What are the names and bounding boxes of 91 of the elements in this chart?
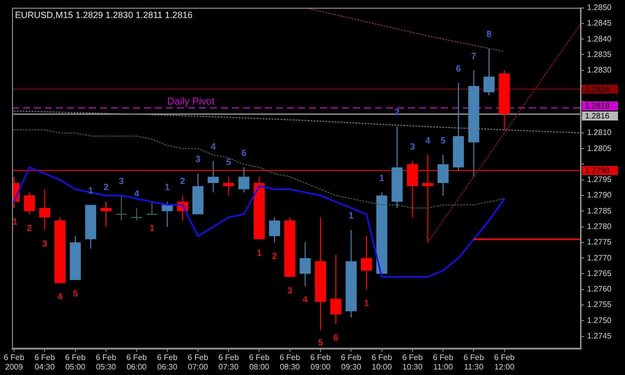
ref-line-label: 1.2798 xyxy=(585,166,610,176)
x-tick-label: 6 Feb 09:30 xyxy=(340,352,362,372)
line-series xyxy=(14,110,581,134)
y-tick-label: 1.2770 xyxy=(587,253,612,262)
candlestick xyxy=(130,208,143,222)
candlestick xyxy=(115,195,128,222)
ref-line-label: 1.2818 xyxy=(585,102,610,111)
candlestick xyxy=(360,236,372,290)
ref-line-label: 1.2824 xyxy=(585,84,610,94)
candlestick xyxy=(300,242,311,287)
y-tick-label: 1.2755 xyxy=(587,300,612,310)
x-tick-label: 6 Feb 12:00 xyxy=(494,352,516,372)
x-tick-label: 6 Feb 2009 xyxy=(4,352,25,372)
y-tick-label: 1.2750 xyxy=(587,316,612,325)
x-tick-label: 6 Feb 07:00 xyxy=(188,352,209,372)
annotation: 1 xyxy=(12,216,18,227)
y-tick-label: 1.2840 xyxy=(587,34,612,44)
x-tick-label: 6 Feb 10:30 xyxy=(402,352,424,372)
y-tick-label: 1.2775 xyxy=(587,238,612,247)
x-tick-label: 6 Feb 06:00 xyxy=(126,352,148,372)
line-series xyxy=(14,129,505,209)
annotation: 4 xyxy=(134,188,140,199)
annotation: 3 xyxy=(410,142,415,152)
annotation: 1 xyxy=(256,248,262,258)
candlestick xyxy=(24,192,35,215)
y-tick-label: 1.2760 xyxy=(587,284,612,294)
candlestick xyxy=(330,254,342,324)
y-tick-label: 1.2745 xyxy=(587,331,612,340)
annotation: 5 xyxy=(72,288,78,298)
annotation: 5 xyxy=(440,135,446,146)
annotation: 3 xyxy=(195,154,200,164)
candlestick xyxy=(238,166,250,193)
x-tick-label: 6 Feb 11:00 xyxy=(432,352,454,372)
y-tick-label: 1.2845 xyxy=(587,18,612,28)
annotation: 7 xyxy=(471,50,476,61)
y-tick-label: 1.2810 xyxy=(587,128,612,138)
annotation: 4 xyxy=(425,135,430,146)
annotation: 6 xyxy=(333,332,338,342)
candlestick xyxy=(269,216,280,243)
annotation: 2 xyxy=(26,222,32,233)
candlestick xyxy=(208,160,219,193)
y-tick-label: 1.2785 xyxy=(587,206,612,216)
annotation: 1 xyxy=(379,172,384,183)
x-tick-label: 6 Feb 04:30 xyxy=(34,352,56,372)
x-tick-label: 6 Feb 06:30 xyxy=(157,352,178,372)
annotation: 1 xyxy=(149,222,154,233)
annotation: Daily Pivot xyxy=(167,96,215,108)
annotation: 6 xyxy=(241,148,246,158)
annotation: 3 xyxy=(118,176,124,186)
y-tick-label: 1.2850 xyxy=(587,3,612,12)
y-tick-label: 1.2795 xyxy=(587,175,612,184)
annotation: 1 xyxy=(364,298,369,308)
annotation: 1 xyxy=(348,210,354,220)
annotation: 4 xyxy=(302,294,308,305)
annotation: 2 xyxy=(272,250,278,261)
annotation: 4 xyxy=(58,292,63,302)
x-tick-label: 6 Feb 07:30 xyxy=(218,352,240,372)
y-tick-label: 1.2835 xyxy=(587,50,612,59)
y-tick-label: 1.2830 xyxy=(587,66,612,75)
x-tick-label: 6 Feb 08:30 xyxy=(280,352,301,372)
annotation: 4 xyxy=(210,142,216,152)
candlestick xyxy=(406,160,418,218)
candlestick xyxy=(438,154,449,196)
x-tick-label: 6 Feb 10:00 xyxy=(372,352,393,372)
candlestick xyxy=(422,154,434,243)
y-tick-label: 1.2765 xyxy=(587,268,612,278)
x-tick-label: 6 Feb 09:00 xyxy=(310,352,332,372)
ref-line-label: 1.2816 xyxy=(585,112,610,121)
candlestick xyxy=(162,201,173,228)
x-tick-label: 6 Feb 05:30 xyxy=(96,352,117,372)
y-tick-label: 1.2805 xyxy=(587,144,612,153)
candlestick xyxy=(484,48,495,96)
chart-title: EURUSD,M15 1.2829 1.2830 1.2811 1.2816 xyxy=(15,10,192,20)
candlestick xyxy=(223,176,234,196)
y-tick-label: 1.2790 xyxy=(587,190,612,200)
candlestick xyxy=(100,201,112,228)
annotation: 3 xyxy=(42,238,48,248)
annotation: 5 xyxy=(318,337,324,348)
annotation: 6 xyxy=(456,63,461,74)
x-tick-label: 6 Feb 05:00 xyxy=(65,352,86,372)
candlestick xyxy=(146,201,158,215)
annotation: 8 xyxy=(486,28,492,39)
annotation: 1 xyxy=(164,182,170,192)
annotation: 3 xyxy=(287,285,292,296)
annotation: 2 xyxy=(180,176,186,186)
x-tick-label: 6 Feb 11:30 xyxy=(464,352,485,372)
y-tick-label: 1.2780 xyxy=(587,222,612,231)
candlestick xyxy=(39,188,50,230)
annotation: 2 xyxy=(103,182,108,192)
annotation: 5 xyxy=(226,157,232,168)
x-tick-label: 6 Feb 08:00 xyxy=(248,352,270,372)
